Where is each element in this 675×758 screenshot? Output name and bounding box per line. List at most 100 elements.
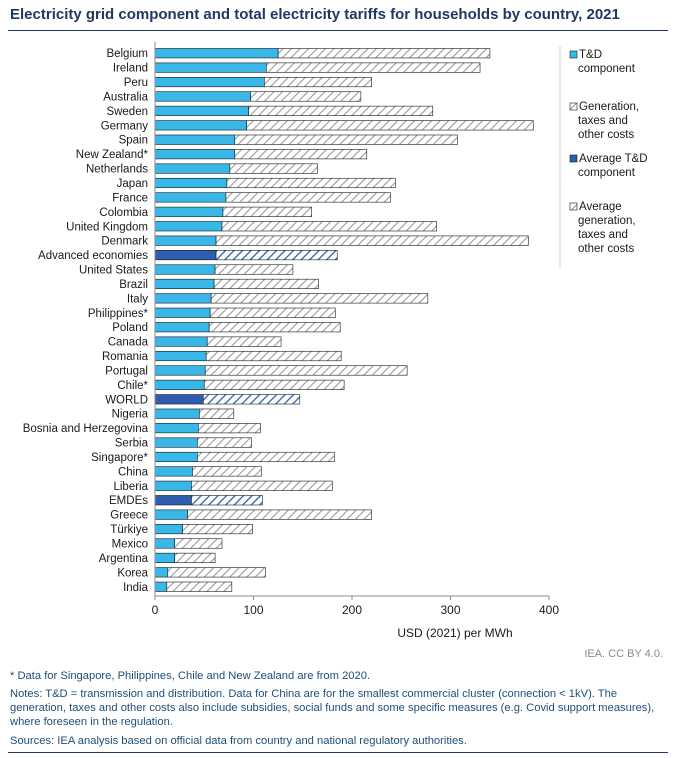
bar-gen-greece [187,509,373,520]
x-axis: 0 100 200 300 400 USD (2021) per MWh [152,42,559,640]
bar-td-argentina [154,552,176,563]
category-label-netherlands: Netherlands [86,164,148,176]
category-label-chile: Chile* [117,380,148,392]
chart-title: Electricity grid component and total ele… [10,6,620,23]
bar-td-canada [154,336,208,347]
bar-gen-poland [208,322,341,333]
legend-swatch-4 [569,202,578,211]
bar-td-brazil [154,278,215,289]
bar-td-advanced-economies [154,250,217,261]
category-label-portugal: Portugal [105,365,148,377]
category-label-korea: Korea [117,567,148,579]
category-label-argentina: Argentina [99,553,149,565]
category-label-poland: Poland [112,322,148,334]
bar-gen-brazil [213,278,319,289]
category-label-united-states: United States [79,265,148,277]
category-label-nigeria: Nigeria [112,409,149,421]
category-label-philippines: Philippines* [88,308,149,320]
bar-td-poland [154,322,210,333]
footnote: * Data for Singapore, Philippines, Chile… [10,670,371,682]
bar-gen-singapore [197,451,335,463]
legend: T&D component Generation, taxes and other co… [559,46,648,268]
category-label-belgium: Belgium [106,48,148,60]
bar-td-belgium [154,48,279,59]
bar-td-nigeria [154,408,200,419]
category-label-india: India [123,582,149,594]
category-label-world: WORLD [105,394,148,406]
category-label-germany: Germany [101,120,149,132]
credit-text: IEA. CC BY 4.0. [584,648,663,660]
bar-td-serbia [154,437,198,448]
x-tick-label-100: 100 [243,603,263,617]
bar-gen-argentina [174,552,216,563]
bar-td-new-zealand [154,149,236,160]
legend-swatch-3 [569,154,578,163]
category-label-ireland: Ireland [113,63,148,75]
category-label-italy: Italy [127,293,148,305]
bar-gen-emdes [191,495,263,506]
bar-gen-chile [203,379,345,390]
bar-gen-ireland [266,62,481,73]
bar-td-philippines [154,307,211,318]
bar-td-singapore [154,451,198,463]
bar-gen-advanced-economies [215,250,338,261]
bar-gen-united-states [214,264,294,275]
category-label-liberia: Liberia [113,481,148,493]
bar-td-portugal [154,365,206,376]
bar-gen-india [166,581,233,592]
x-tick-label-300: 300 [440,603,460,617]
category-label-advanced-economies: Advanced economies [38,250,148,262]
bar-td-india [154,581,168,592]
bar-gen-germany [246,120,534,131]
bar-gen-denmark [215,235,529,246]
bar-td-united-states [154,264,216,275]
notes-text: Notes: T&D = transmission and distributi… [10,688,655,728]
x-tick-label-200: 200 [342,603,362,617]
category-label-singapore: Singapore* [91,452,148,464]
bar-gen-liberia [191,480,333,491]
bar-gen-t-rkiye [182,524,253,535]
bar-gen-serbia [197,437,252,448]
bar-td-korea [154,567,169,578]
category-label-emdes: EMDEs [109,495,148,507]
category-label-mexico: Mexico [112,538,148,550]
bar-gen-belgium [277,48,491,59]
category-label-sweden: Sweden [106,106,148,118]
category-label-bosnia-and-herzegovina: Bosnia and Herzegovina [23,423,149,435]
category-label-greece: Greece [110,510,148,522]
category-label-brazil: Brazil [119,279,148,291]
x-tick-label-400: 400 [539,603,559,617]
bar-gen-japan [226,177,396,189]
bar-gen-china [192,466,262,477]
bar-gen-world [202,394,301,405]
category-label-united-kingdom: United Kingdom [66,221,148,233]
bar-td-world [154,394,204,405]
category-label-serbia: Serbia [115,438,149,450]
bar-td-ireland [154,62,267,73]
legend-swatch-1 [569,50,578,59]
category-label-t-rkiye: Türkiye [110,524,148,536]
legend-label-4: Average generation, taxes and other costs [578,201,636,255]
bar-td-france [154,192,227,203]
bar-gen-australia [250,91,362,102]
bar-td-greece [154,509,188,520]
bar-td-denmark [154,235,217,246]
bar-gen-nigeria [199,408,235,419]
category-label-peru: Peru [124,77,148,89]
bar-gen-bosnia-and-herzegovina [198,423,261,434]
bar-td-peru [154,77,265,88]
x-axis-label: USD (2021) per MWh [397,626,512,640]
category-label-france: France [112,192,148,204]
bar-td-netherlands [154,163,231,174]
bar-td-china [154,466,193,477]
legend-label-3: Average T&D component [578,153,648,179]
bar-chart: Belgium Ireland Peru Australia Sweden Germany… [23,42,648,640]
category-label-denmark: Denmark [101,236,148,248]
bar-td-emdes [154,495,192,506]
bars-layer [154,48,534,592]
legend-label-1: T&D component [578,49,636,75]
bar-gen-colombia [222,206,312,217]
bar-td-liberia [154,480,192,491]
category-label-romania: Romania [102,351,149,363]
bar-gen-romania [205,350,342,362]
